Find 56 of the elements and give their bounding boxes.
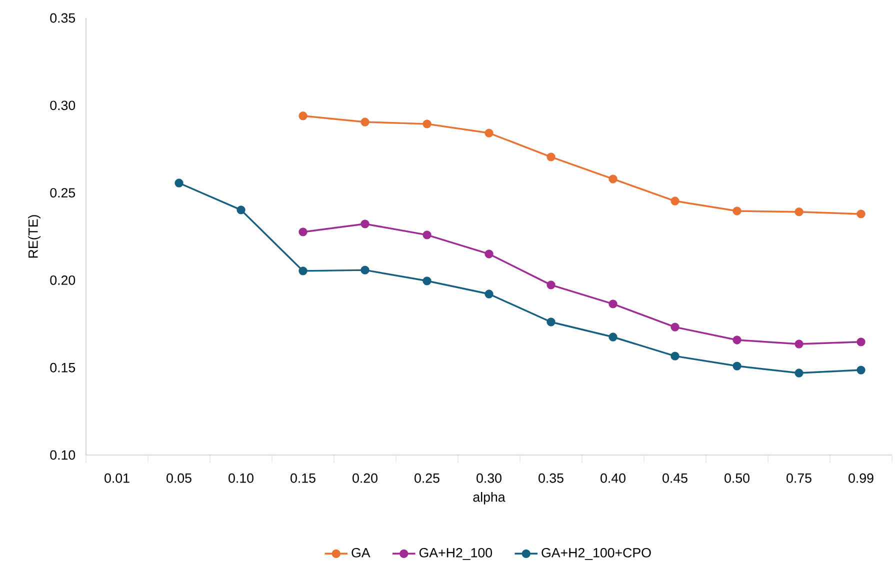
point	[174, 178, 184, 188]
y-tick-label: 0.35	[50, 13, 76, 23]
point	[546, 280, 556, 290]
legend-label: GA	[352, 548, 370, 558]
point	[298, 112, 308, 120]
point	[670, 352, 680, 360]
point	[360, 118, 370, 126]
y-tick-label: 0.25	[50, 188, 76, 198]
point	[794, 340, 804, 348]
point	[546, 152, 556, 162]
x-axis-title: alpha	[473, 492, 506, 504]
y-tick-label: 0.15	[50, 362, 76, 372]
point	[856, 338, 866, 346]
point	[670, 322, 680, 332]
y-tick-label: 0.30	[50, 100, 76, 110]
point	[794, 208, 804, 216]
point	[422, 230, 432, 240]
x-tick-label: 0.05	[166, 473, 192, 483]
x-tick-label: 0.35	[538, 473, 564, 483]
point	[732, 206, 742, 216]
point	[608, 300, 618, 308]
point	[856, 210, 866, 218]
x-tick-label: 0.75	[786, 473, 812, 483]
x-tick-label: 0.50	[724, 473, 750, 483]
point	[794, 368, 804, 378]
point	[484, 290, 494, 298]
point	[608, 174, 618, 184]
point	[360, 266, 370, 274]
point	[546, 318, 556, 326]
point	[422, 120, 432, 128]
x-tick-label: 0.30	[476, 473, 502, 483]
point	[670, 196, 680, 206]
x-tick-label: 0.99	[848, 473, 874, 483]
point	[732, 362, 742, 370]
point	[484, 250, 494, 258]
point	[236, 206, 246, 214]
y-axis-title: RE(TE)	[28, 215, 40, 258]
x-tick-label: 0.45	[662, 473, 688, 483]
legend-label: GA+H2_100	[419, 548, 492, 560]
point	[422, 276, 432, 286]
x-tick-label: 0.15	[290, 473, 316, 483]
point	[298, 266, 308, 276]
point	[484, 128, 494, 138]
y-tick-label: 0.20	[50, 275, 76, 285]
point	[732, 336, 742, 344]
x-tick-label: 0.40	[600, 473, 626, 483]
legend-label: GA+H2_100+CPO	[542, 548, 651, 560]
point	[360, 220, 370, 228]
y-tick-label: 0.10	[50, 450, 76, 460]
x-tick-label: 0.25	[414, 473, 440, 483]
x-tick-label: 0.01	[104, 473, 130, 483]
point	[856, 366, 866, 374]
x-tick-label: 0.20	[352, 473, 378, 483]
x-tick-label: 0.10	[228, 473, 254, 483]
point	[298, 228, 308, 236]
point	[608, 332, 618, 342]
